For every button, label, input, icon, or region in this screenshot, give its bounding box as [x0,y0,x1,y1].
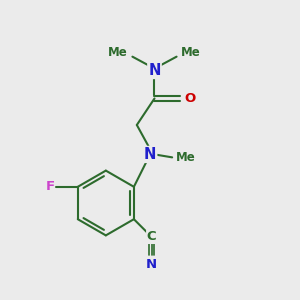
Text: Me: Me [176,151,195,164]
Text: O: O [184,92,195,105]
Text: F: F [46,180,55,193]
Text: Me: Me [181,46,201,59]
Text: N: N [146,258,157,271]
Text: N: N [144,147,156,162]
Text: C: C [147,230,156,243]
Text: Me: Me [108,46,128,59]
Text: N: N [148,63,161,78]
